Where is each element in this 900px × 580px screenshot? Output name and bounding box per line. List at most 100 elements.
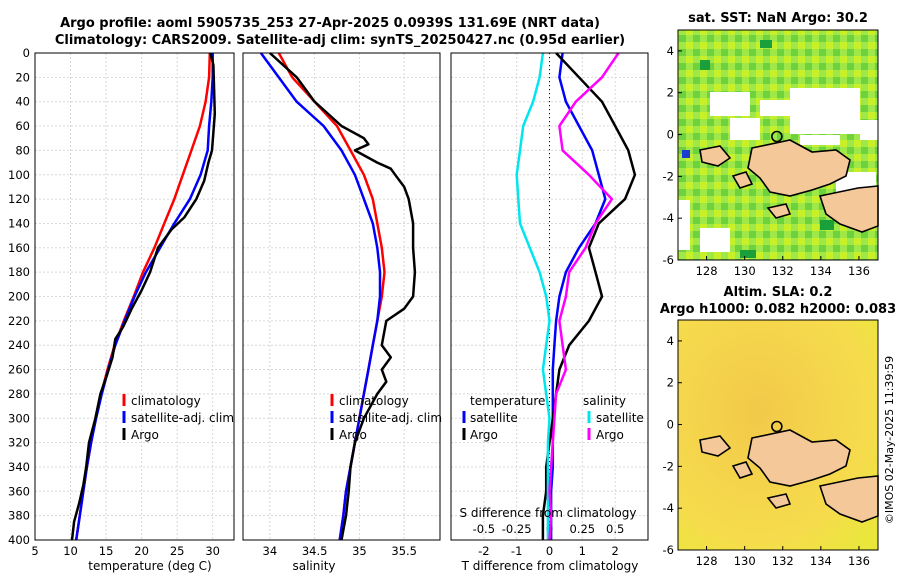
argo-position-marker (771, 420, 783, 433)
sst-map: 128 130 132 134 136 -6 -4 -2 0 2 4 (663, 29, 879, 278)
legend-label-satellite: satellite-adj. clim (339, 411, 442, 425)
x-tick-label: 0 (546, 544, 553, 558)
x-tick-label: 30 (205, 544, 220, 558)
y-tick-label: 240 (8, 338, 30, 352)
x-tick-label: 20 (134, 544, 149, 558)
map-y-tick-label: 0 (667, 128, 674, 142)
s-difference-xlabel: S difference from climatology (460, 506, 637, 520)
secondary-x-tick-label: -0.25 (502, 522, 532, 536)
legend-label-argo: Argo (339, 428, 367, 442)
series-line-argo (70, 52, 217, 541)
legend-label-climatology: climatology (339, 394, 409, 408)
difference-legend: temperature satellite Argo salinity sate… (462, 394, 644, 442)
t-difference-xlabel: T difference from climatology (461, 559, 639, 573)
sst-cloud-gaps (678, 88, 878, 252)
series-line-salinity-satellite (515, 52, 551, 540)
map-y-tick-label: 0 (667, 418, 674, 432)
series-line-argo (269, 52, 417, 541)
y-tick-label: 180 (8, 265, 30, 279)
map-y-tick-label: 4 (667, 44, 674, 58)
y-tick-label: 60 (15, 119, 30, 133)
map-x-tick-label: 130 (734, 264, 756, 278)
salinity-legend: climatology satellite-adj. clim Argo (330, 394, 442, 442)
sla-map: 128 130 132 134 136 -6 -4 -2 0 2 4 (663, 319, 879, 568)
map-y-tick-label: -2 (663, 169, 674, 183)
legend-label-argo: Argo (131, 428, 159, 442)
y-tick-label: 140 (8, 216, 30, 230)
x-tick-label: 1 (579, 544, 586, 558)
x-tick-label: -2 (478, 544, 489, 558)
sst-frame (677, 29, 879, 261)
x-tick-label: 34 (263, 544, 278, 558)
legend-title-salinity: salinity (583, 394, 626, 408)
plot-frame (450, 52, 649, 541)
temperature-legend: climatology satellite-adj. clim Argo (122, 394, 234, 442)
series-line-salinity-argo (548, 52, 620, 541)
y-tick-label: 20 (15, 70, 30, 84)
title-line-2: Climatology: CARS2009. Satellite-adj cli… (55, 33, 625, 48)
plot-frame (242, 52, 441, 541)
y-tick-label: 100 (8, 168, 30, 182)
legend-label-s-satellite: satellite (596, 411, 644, 425)
legend-label-s-argo: Argo (596, 428, 624, 442)
map-y-tick-label: 4 (667, 334, 674, 348)
y-tick-label: 220 (8, 314, 30, 328)
sla-frame (677, 319, 879, 551)
y-tick-label: 0 (23, 46, 30, 60)
secondary-x-tick-label: 0.25 (570, 522, 596, 536)
secondary-x-tick-label: -0.5 (473, 522, 495, 536)
legend-title-temperature: temperature (470, 394, 545, 408)
secondary-x-tick-label: 0.5 (606, 522, 624, 536)
title-line-1: Argo profile: aoml 5905735_253 27-Apr-20… (60, 16, 600, 31)
y-tick-label: 280 (8, 387, 30, 401)
legend-label-satellite: satellite-adj. clim (131, 411, 234, 425)
sst-map-title: sat. SST: NaN Argo: 30.2 (688, 11, 868, 26)
y-tick-label: 40 (15, 95, 30, 109)
x-tick-label: 35.5 (391, 544, 417, 558)
map-x-tick-label: 132 (772, 554, 794, 568)
legend-label-climatology: climatology (131, 394, 201, 408)
sst-warm-patches (682, 40, 834, 258)
y-tick-label: 80 (15, 143, 30, 157)
argo-position-marker (771, 130, 783, 143)
y-tick-label: 380 (8, 509, 30, 523)
map-x-tick-label: 136 (848, 264, 870, 278)
map-y-tick-label: -4 (663, 501, 674, 515)
map-x-tick-label: 130 (734, 554, 756, 568)
temperature-panel: 0 20 40 60 80 100 120 140 160 180 200 220 240 260 280 3… (8, 46, 235, 558)
map-y-tick-label: 2 (667, 376, 674, 390)
x-tick-label: 2 (612, 544, 619, 558)
map-x-tick-label: 134 (810, 264, 832, 278)
map-y-tick-label: -6 (663, 253, 674, 267)
y-tick-label: 160 (8, 241, 30, 255)
temperature-xlabel: temperature (deg C) (88, 559, 211, 573)
map-x-tick-label: 128 (696, 554, 718, 568)
y-tick-label: 340 (8, 460, 30, 474)
salinity-xlabel: salinity (292, 559, 335, 573)
map-x-tick-label: 132 (772, 264, 794, 278)
x-tick-label: 34.5 (302, 544, 328, 558)
imos-credit: ©IMOS 02-May-2025 11:39:59 (883, 356, 896, 524)
y-tick-label: 400 (8, 533, 30, 547)
x-tick-label: 15 (99, 544, 114, 558)
x-tick-label: 25 (170, 544, 185, 558)
map-y-tick-label: -4 (663, 211, 674, 225)
map-x-tick-label: 134 (810, 554, 832, 568)
y-tick-label: 260 (8, 363, 30, 377)
legend-label-t-argo: Argo (470, 428, 498, 442)
x-tick-label: 35 (352, 544, 367, 558)
map-y-tick-label: -2 (663, 459, 674, 473)
map-y-tick-label: -6 (663, 543, 674, 557)
map-y-tick-label: 2 (667, 86, 674, 100)
sla-land (699, 429, 879, 523)
x-tick-label: 5 (31, 544, 38, 558)
y-tick-label: 300 (8, 411, 30, 425)
map-x-tick-label: 136 (848, 554, 870, 568)
legend-label-t-satellite: satellite (470, 411, 518, 425)
sst-axes: 128 130 132 134 136 -6 -4 -2 0 2 4 (663, 44, 870, 278)
x-tick-label: 10 (63, 544, 78, 558)
y-tick-label: 200 (8, 290, 30, 304)
sla-map-subtitle: Argo h1000: 0.082 h2000: 0.083 (660, 302, 896, 317)
